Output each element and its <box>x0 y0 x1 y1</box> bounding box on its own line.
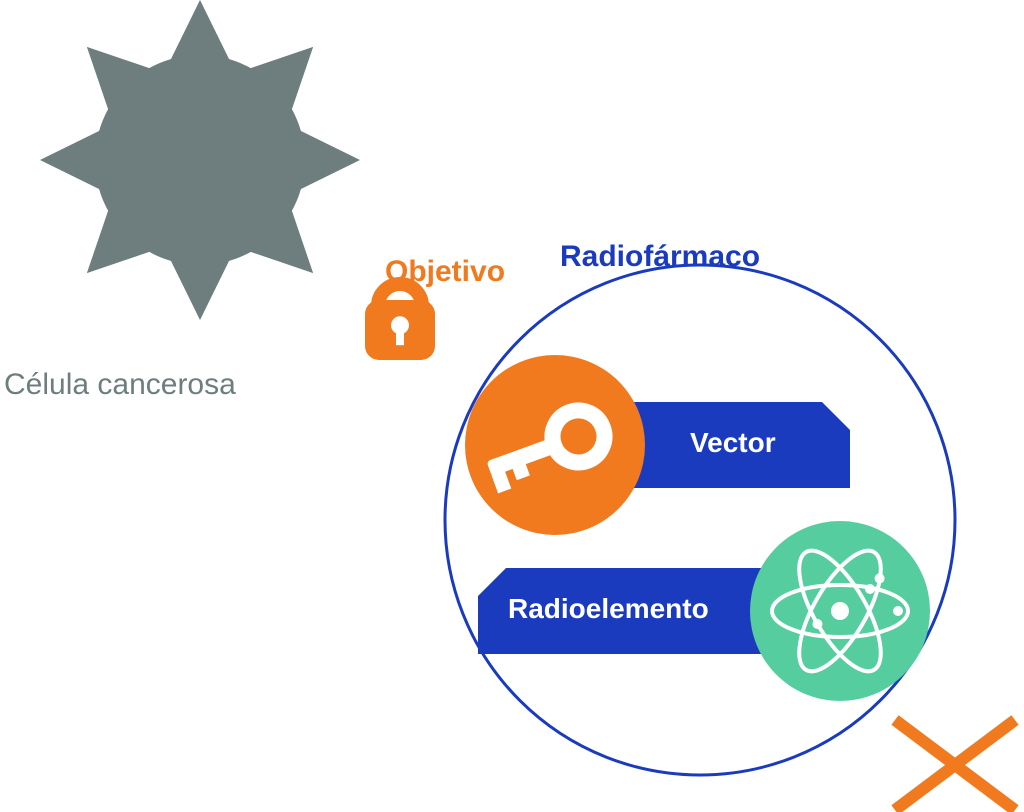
logo-x-icon <box>0 0 1024 812</box>
diagram-stage: Célula cancerosa Objetivo Radiofármaco V… <box>0 0 1024 812</box>
